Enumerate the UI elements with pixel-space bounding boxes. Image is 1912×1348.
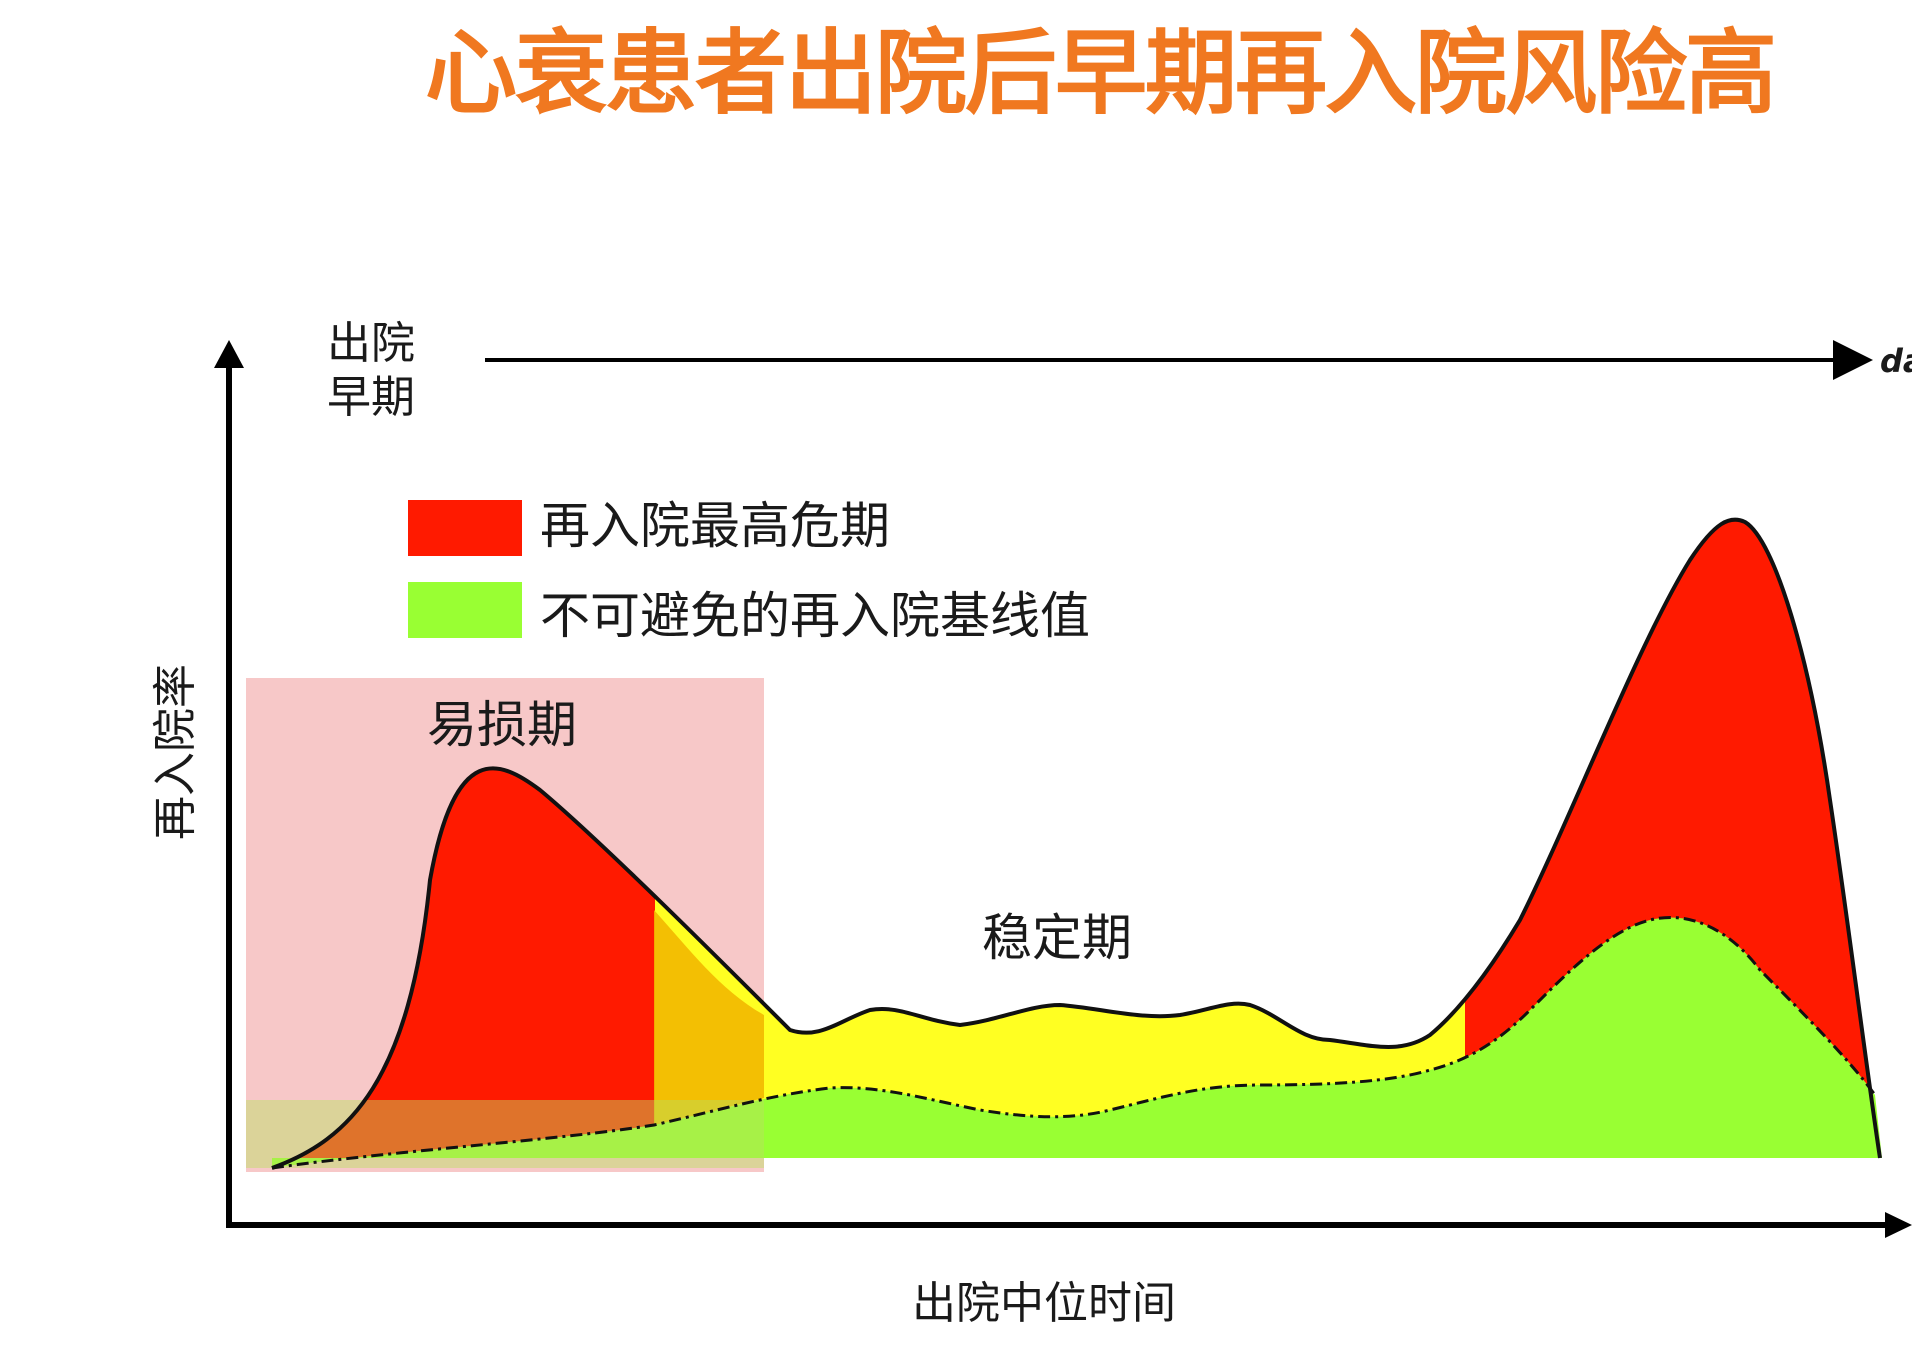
vulnerable-zone-overlay (246, 1100, 764, 1168)
highest-risk-area-left (272, 768, 655, 1168)
top-axis-end-label: da (1880, 342, 1912, 380)
y-axis-arrow (214, 340, 244, 368)
baseline-area (272, 917, 1882, 1168)
early-discharge-label-line1: 出院 (327, 318, 415, 369)
page-title: 心衰患者出院后早期再入院风险高 (424, 20, 1777, 127)
vulnerable-phase-label: 易损期 (427, 696, 577, 754)
baseline-dashed-curve (271, 915, 1877, 1170)
readmission-curve (271, 517, 1882, 1170)
early-discharge-label-line2: 早期 (327, 372, 415, 423)
transition-area (654, 910, 764, 1125)
legend-swatch-highest-risk (408, 500, 522, 556)
legend-label-highest-risk: 再入院最高危期 (540, 497, 890, 555)
x-axis-title: 出院中位时间 (912, 1278, 1176, 1329)
y-axis-title: 再入院率 (150, 664, 201, 840)
legend-swatch-baseline (408, 582, 522, 638)
stable-phase-label: 稳定期 (982, 909, 1132, 967)
legend-label-baseline: 不可避免的再入院基线值 (540, 587, 1090, 645)
x-axis-arrow (1885, 1212, 1912, 1238)
